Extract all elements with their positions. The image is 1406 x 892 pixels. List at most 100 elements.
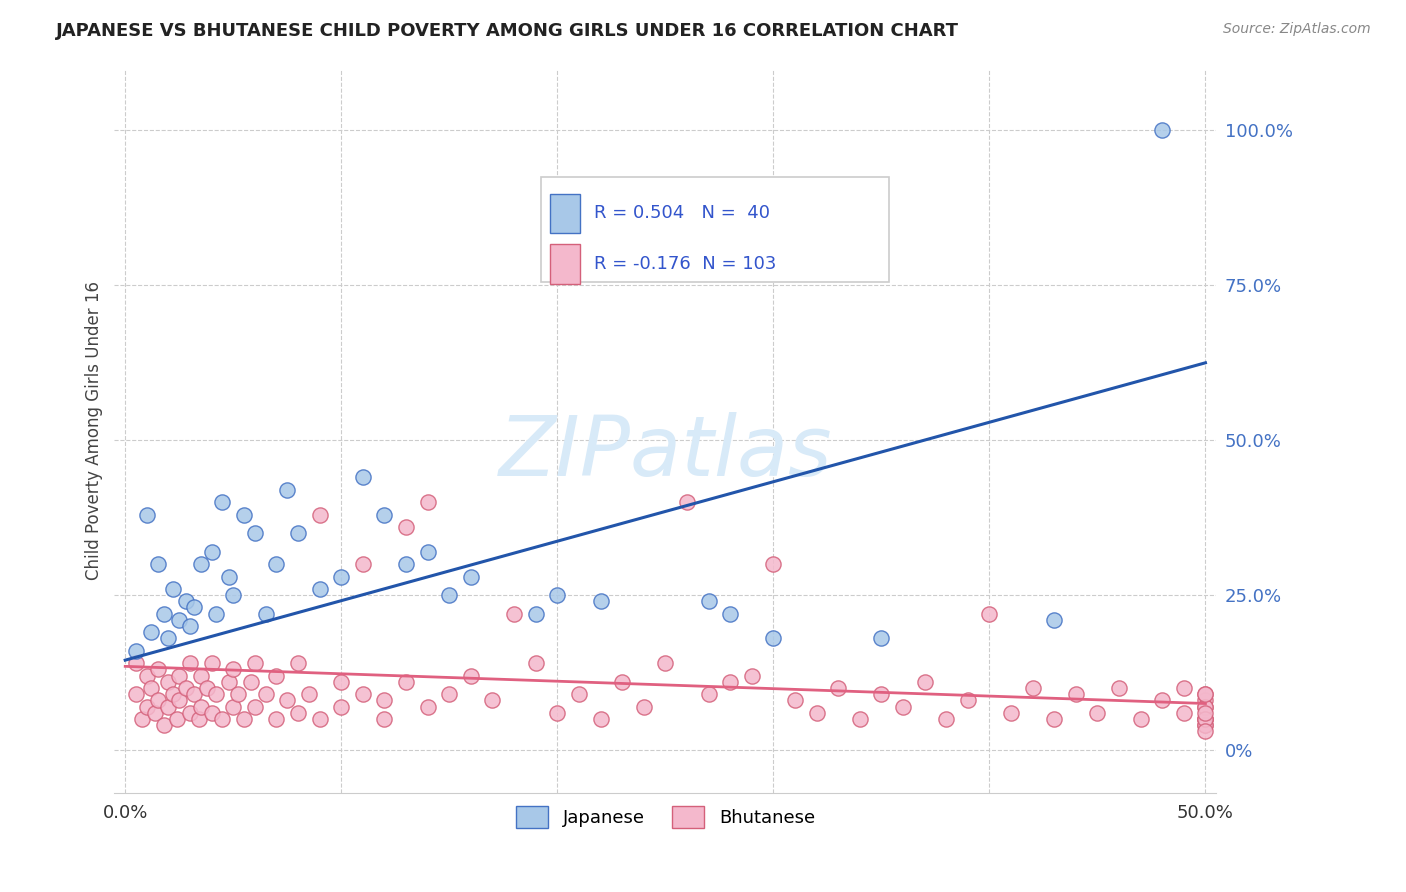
Point [218, 674, 240, 689]
Point [891, 699, 914, 714]
Point [266, 712, 288, 726]
Point [1108, 681, 1130, 695]
Point [1194, 718, 1216, 732]
Point [697, 594, 720, 608]
Point [179, 657, 201, 671]
Point [503, 607, 526, 621]
Point [676, 495, 699, 509]
Point [287, 657, 309, 671]
Text: Source: ZipAtlas.com: Source: ZipAtlas.com [1223, 22, 1371, 37]
Point [308, 582, 330, 596]
Point [1152, 693, 1174, 707]
Point [481, 693, 503, 707]
Point [287, 526, 309, 541]
Text: R = 0.504   N =  40: R = 0.504 N = 40 [593, 204, 769, 222]
Point [153, 607, 176, 621]
Point [233, 508, 256, 522]
Point [546, 706, 568, 720]
Legend: Japanese, Bhutanese: Japanese, Bhutanese [509, 798, 823, 835]
Text: JAPANESE VS BHUTANESE CHILD POVERTY AMONG GIRLS UNDER 16 CORRELATION CHART: JAPANESE VS BHUTANESE CHILD POVERTY AMON… [56, 22, 959, 40]
Point [1194, 712, 1216, 726]
Point [166, 712, 188, 726]
Point [416, 495, 439, 509]
Point [460, 569, 482, 583]
Point [654, 657, 676, 671]
Point [697, 687, 720, 701]
Point [1043, 712, 1066, 726]
Point [1129, 712, 1152, 726]
Point [827, 681, 849, 695]
Point [145, 706, 167, 720]
Point [211, 495, 233, 509]
Point [1194, 712, 1216, 726]
Point [1194, 687, 1216, 701]
Point [870, 687, 893, 701]
Point [239, 674, 262, 689]
Point [218, 569, 240, 583]
Point [870, 632, 893, 646]
Point [174, 681, 197, 695]
Point [190, 699, 212, 714]
FancyBboxPatch shape [550, 194, 581, 234]
Point [1152, 123, 1174, 137]
Point [201, 657, 224, 671]
Point [174, 594, 197, 608]
Point [276, 693, 298, 707]
Point [190, 668, 212, 682]
Point [373, 693, 395, 707]
Point [146, 557, 169, 571]
Point [741, 668, 763, 682]
Point [352, 687, 374, 701]
Point [135, 668, 157, 682]
Point [205, 687, 228, 701]
Point [1021, 681, 1043, 695]
Point [718, 607, 741, 621]
Point [1194, 699, 1216, 714]
Point [153, 718, 176, 732]
Point [1194, 699, 1216, 714]
Point [956, 693, 979, 707]
Point [190, 557, 212, 571]
Point [222, 663, 245, 677]
Point [162, 687, 184, 701]
Point [1194, 718, 1216, 732]
Point [183, 600, 205, 615]
Point [222, 699, 245, 714]
Point [633, 699, 655, 714]
Point [439, 588, 461, 602]
Point [135, 508, 157, 522]
Point [395, 557, 418, 571]
Point [1064, 687, 1087, 701]
Point [195, 681, 218, 695]
Point [1194, 706, 1216, 720]
Point [330, 674, 353, 689]
Point [439, 687, 461, 701]
Point [157, 674, 180, 689]
Point [167, 693, 190, 707]
Point [979, 607, 1001, 621]
Point [205, 607, 228, 621]
Point [125, 644, 148, 658]
Point [308, 712, 330, 726]
Point [914, 674, 936, 689]
Point [1194, 724, 1216, 739]
Point [806, 706, 828, 720]
Point [157, 632, 180, 646]
Point [125, 657, 148, 671]
Y-axis label: Child Poverty Among Girls Under 16: Child Poverty Among Girls Under 16 [86, 282, 103, 581]
FancyBboxPatch shape [541, 178, 889, 283]
Point [1194, 693, 1216, 707]
Point [298, 687, 321, 701]
Point [524, 607, 547, 621]
Point [1087, 706, 1109, 720]
Point [157, 699, 180, 714]
Point [146, 693, 169, 707]
Point [266, 557, 288, 571]
Point [416, 699, 439, 714]
Point [935, 712, 957, 726]
Point [179, 619, 201, 633]
Point [254, 607, 277, 621]
Point [146, 663, 169, 677]
Point [139, 625, 162, 640]
Point [373, 712, 395, 726]
